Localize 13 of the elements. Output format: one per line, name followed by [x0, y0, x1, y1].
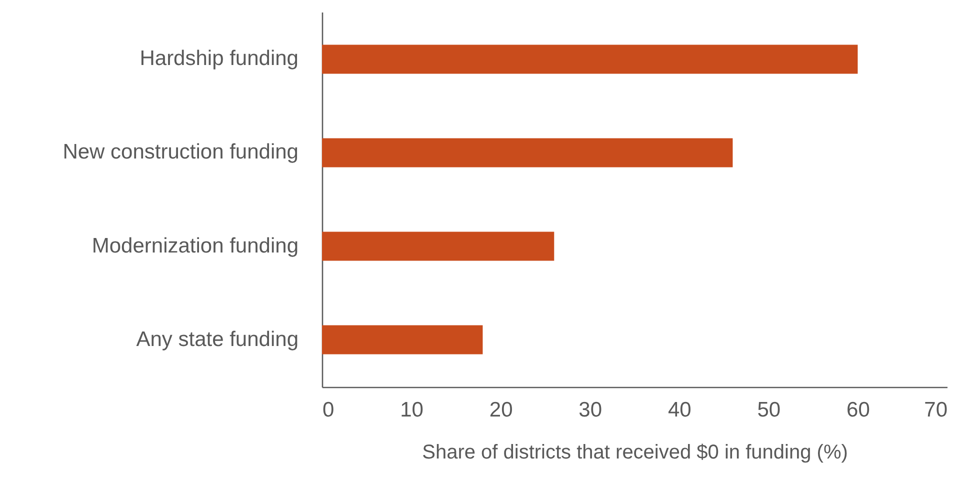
x-tick-label: 20: [489, 398, 513, 422]
x-tick-label: 70: [924, 398, 948, 422]
y-tick-label: Modernization funding: [92, 234, 298, 258]
x-tick-label: 50: [757, 398, 781, 422]
x-tick-label: 10: [400, 398, 424, 422]
y-tick-label: Any state funding: [136, 328, 298, 351]
x-tick-label: 30: [578, 398, 602, 422]
x-tick-label: 60: [846, 398, 870, 422]
y-tick-label: New construction funding: [62, 140, 298, 164]
x-tick-label: 40: [668, 398, 692, 422]
x-axis-title: Share of districts that received $0 in funding (%): [422, 442, 848, 464]
x-tick-label: 0: [322, 398, 334, 422]
y-tick-label: Hardship funding: [140, 47, 298, 70]
